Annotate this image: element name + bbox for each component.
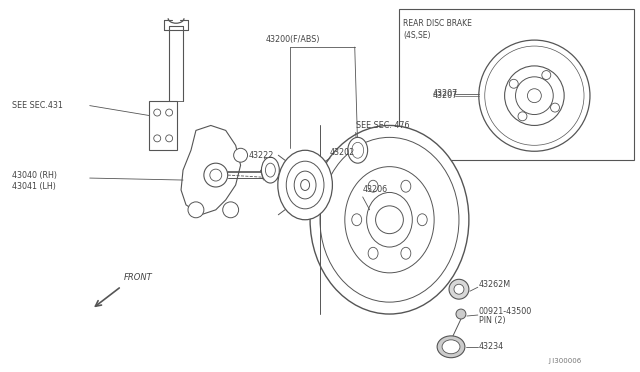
Text: 43200(F/ABS): 43200(F/ABS): [266, 35, 320, 44]
Circle shape: [376, 206, 403, 234]
Ellipse shape: [367, 192, 412, 247]
Ellipse shape: [320, 137, 459, 302]
Ellipse shape: [278, 150, 332, 220]
Text: 43222: 43222: [248, 151, 274, 160]
Ellipse shape: [310, 125, 469, 314]
Ellipse shape: [348, 137, 367, 163]
Ellipse shape: [345, 167, 434, 273]
Text: 43207: 43207: [432, 89, 458, 98]
Circle shape: [188, 202, 204, 218]
Ellipse shape: [262, 157, 279, 183]
Circle shape: [456, 309, 466, 319]
Text: REAR DISC BRAKE: REAR DISC BRAKE: [403, 19, 472, 28]
Ellipse shape: [401, 180, 411, 192]
Ellipse shape: [401, 247, 411, 259]
Ellipse shape: [437, 336, 465, 358]
Ellipse shape: [294, 171, 316, 199]
Circle shape: [454, 284, 464, 294]
Bar: [399, 9, 634, 160]
Circle shape: [234, 148, 248, 162]
Text: 43206: 43206: [363, 186, 388, 195]
Bar: [149, 101, 177, 150]
Text: SEE SEC. 476: SEE SEC. 476: [356, 121, 409, 130]
Ellipse shape: [368, 180, 378, 192]
Ellipse shape: [266, 163, 275, 177]
Text: 43262M: 43262M: [479, 280, 511, 289]
Text: 43207: 43207: [432, 91, 458, 100]
Ellipse shape: [352, 214, 362, 226]
Text: FRONT: FRONT: [124, 273, 152, 282]
Ellipse shape: [301, 180, 310, 190]
Ellipse shape: [368, 247, 378, 259]
Circle shape: [527, 89, 541, 103]
Text: SEE SEC.431: SEE SEC.431: [12, 101, 63, 110]
Text: PIN (2): PIN (2): [479, 317, 506, 326]
Text: 43234: 43234: [479, 342, 504, 351]
Circle shape: [204, 163, 228, 187]
Text: (4S,SE): (4S,SE): [403, 31, 431, 40]
Polygon shape: [181, 125, 241, 215]
Ellipse shape: [442, 340, 460, 354]
Text: 00921-43500: 00921-43500: [479, 307, 532, 315]
Text: 43041 (LH): 43041 (LH): [12, 182, 56, 190]
Ellipse shape: [286, 161, 324, 209]
Text: 43040 (RH): 43040 (RH): [12, 171, 58, 180]
Circle shape: [449, 279, 469, 299]
Circle shape: [223, 202, 239, 218]
Text: 43202: 43202: [330, 148, 355, 157]
Ellipse shape: [417, 214, 427, 226]
Text: J I300006: J I300006: [548, 358, 582, 364]
Ellipse shape: [352, 142, 364, 158]
